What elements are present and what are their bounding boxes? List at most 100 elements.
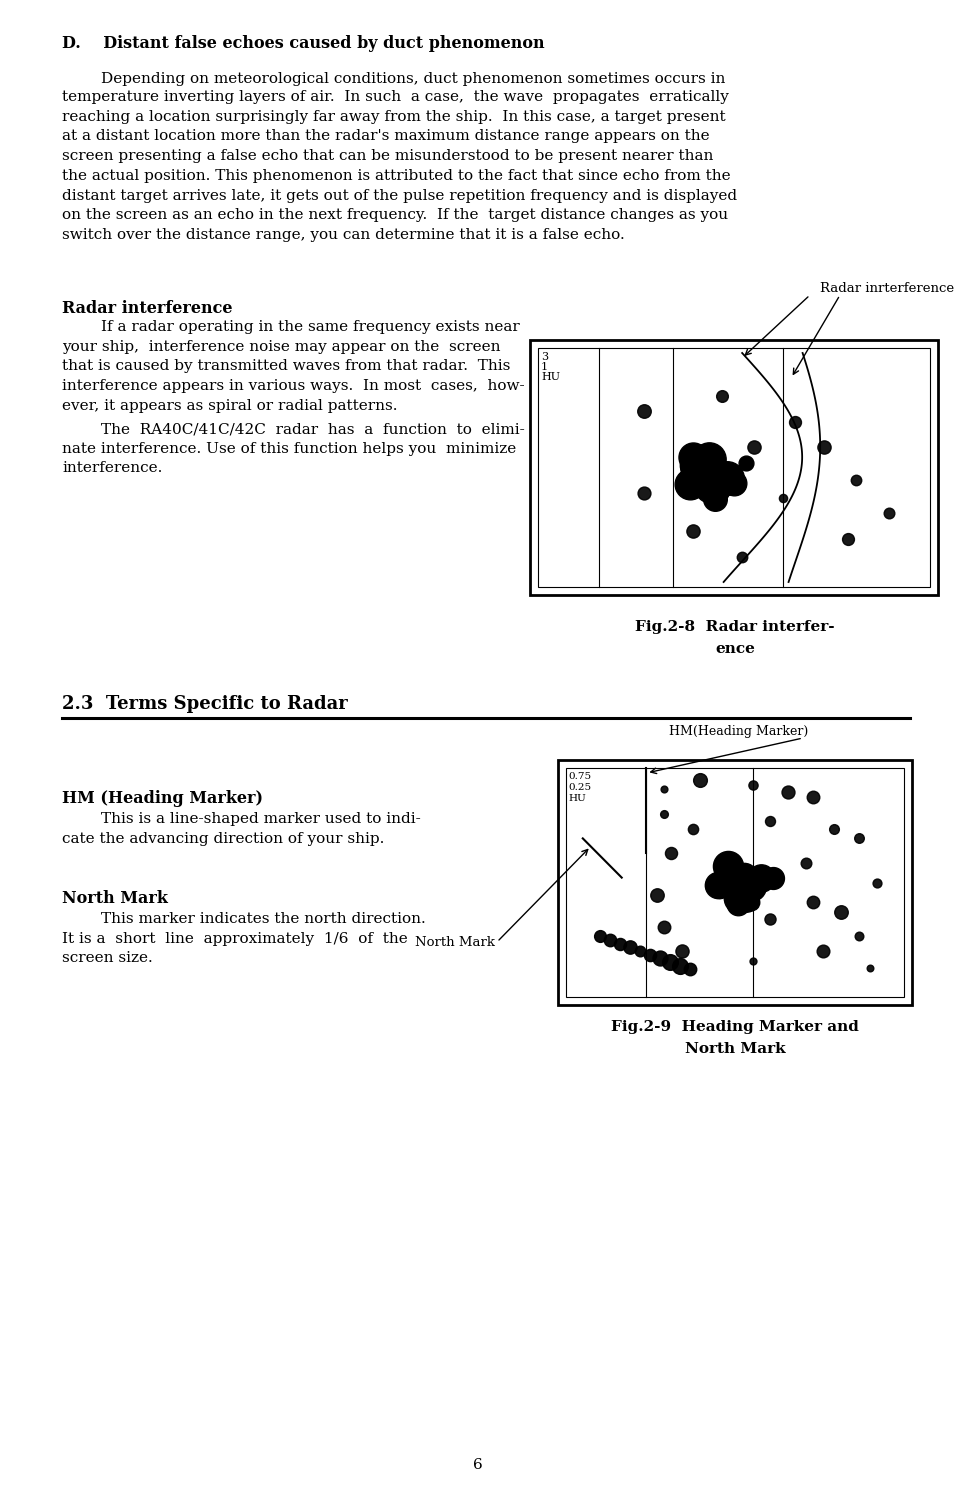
- Point: [766, 866, 781, 890]
- Text: temperature inverting layers of air.  In such  a case,  the wave  propagates  er: temperature inverting layers of air. In …: [62, 90, 737, 241]
- Point: [726, 471, 741, 495]
- Point: [737, 878, 752, 902]
- Point: [692, 466, 707, 490]
- Point: [834, 899, 849, 923]
- Point: [704, 474, 719, 498]
- Point: [704, 459, 719, 483]
- Text: If a radar operating in the same frequency exists near
your ship,  interference : If a radar operating in the same frequen…: [62, 319, 525, 412]
- Text: 6: 6: [473, 1459, 483, 1472]
- Point: [734, 544, 750, 568]
- Point: [674, 938, 689, 962]
- Point: [702, 447, 717, 471]
- Text: North Mark: North Mark: [684, 1042, 785, 1055]
- Text: 0.25: 0.25: [568, 782, 591, 791]
- Point: [709, 478, 725, 502]
- Text: ence: ence: [715, 642, 755, 657]
- Text: Radar interference: Radar interference: [62, 300, 232, 316]
- Point: [725, 872, 740, 896]
- Point: [695, 459, 710, 483]
- Point: [705, 469, 720, 493]
- Point: [747, 435, 762, 459]
- Point: [692, 767, 707, 791]
- Point: [851, 925, 866, 949]
- Point: [745, 949, 760, 973]
- Point: [698, 450, 713, 474]
- Point: [684, 817, 700, 841]
- Point: [775, 486, 791, 510]
- Point: [657, 802, 672, 826]
- Bar: [558, 760, 912, 1004]
- Point: [730, 892, 746, 916]
- Text: Depending on meteorological conditions, duct phenomenon sometimes occurs in: Depending on meteorological conditions, …: [62, 72, 726, 85]
- Point: [735, 860, 750, 884]
- Point: [763, 809, 778, 833]
- Point: [840, 528, 856, 552]
- Point: [722, 877, 737, 901]
- Point: [746, 872, 761, 896]
- Point: [690, 471, 706, 495]
- Point: [805, 785, 820, 809]
- Point: [744, 874, 759, 898]
- Point: [642, 943, 658, 967]
- Text: Radar inrterference: Radar inrterference: [820, 282, 954, 295]
- Text: HU: HU: [541, 372, 560, 382]
- Point: [737, 863, 752, 887]
- Point: [714, 384, 729, 408]
- Point: [699, 457, 714, 481]
- Point: [697, 471, 712, 495]
- Point: [805, 890, 820, 914]
- Text: Fig.2-9  Heading Marker and: Fig.2-9 Heading Marker and: [611, 1019, 858, 1034]
- Point: [683, 472, 698, 496]
- Point: [743, 890, 758, 914]
- Point: [869, 871, 884, 895]
- Text: This marker indicates the north direction.
It is a  short  line  approximately  : This marker indicates the north directio…: [62, 911, 425, 965]
- Point: [753, 866, 769, 890]
- Point: [686, 469, 702, 493]
- Point: [685, 445, 701, 469]
- Point: [788, 409, 803, 433]
- Point: [719, 466, 734, 490]
- Point: [729, 877, 745, 901]
- Point: [739, 874, 754, 898]
- Point: [707, 487, 723, 511]
- Point: [652, 946, 667, 970]
- Point: [736, 872, 751, 896]
- Point: [710, 874, 726, 898]
- Point: [712, 878, 728, 902]
- Point: [827, 817, 842, 841]
- Text: Fig.2-8  Radar interfer-: Fig.2-8 Radar interfer-: [635, 621, 835, 634]
- Point: [689, 453, 705, 477]
- Point: [593, 925, 608, 949]
- Point: [602, 928, 618, 952]
- Point: [699, 447, 714, 471]
- Point: [745, 772, 760, 796]
- Point: [685, 519, 701, 543]
- Text: This is a line-shaped marker used to indi-
cate the advancing direction of your : This is a line-shaped marker used to ind…: [62, 812, 421, 845]
- Point: [741, 868, 756, 892]
- Point: [738, 881, 753, 905]
- Point: [720, 854, 735, 878]
- Point: [849, 468, 864, 492]
- Text: HM (Heading Marker): HM (Heading Marker): [62, 790, 263, 806]
- Bar: [530, 340, 938, 595]
- Point: [798, 851, 814, 875]
- Point: [704, 474, 719, 498]
- Point: [696, 451, 711, 475]
- Point: [851, 826, 866, 850]
- Point: [722, 871, 737, 895]
- Point: [706, 462, 722, 486]
- Point: [815, 938, 831, 962]
- Text: North Mark: North Mark: [415, 935, 495, 949]
- Point: [637, 481, 652, 505]
- Point: [719, 869, 734, 893]
- Text: 0.75: 0.75: [568, 772, 591, 781]
- Point: [731, 869, 747, 893]
- Text: 2.3  Terms Specific to Radar: 2.3 Terms Specific to Radar: [62, 696, 348, 714]
- Point: [663, 950, 678, 974]
- Point: [702, 444, 717, 468]
- Point: [711, 460, 727, 484]
- Point: [622, 935, 638, 959]
- Point: [633, 938, 648, 962]
- Point: [717, 469, 732, 493]
- Point: [682, 958, 697, 982]
